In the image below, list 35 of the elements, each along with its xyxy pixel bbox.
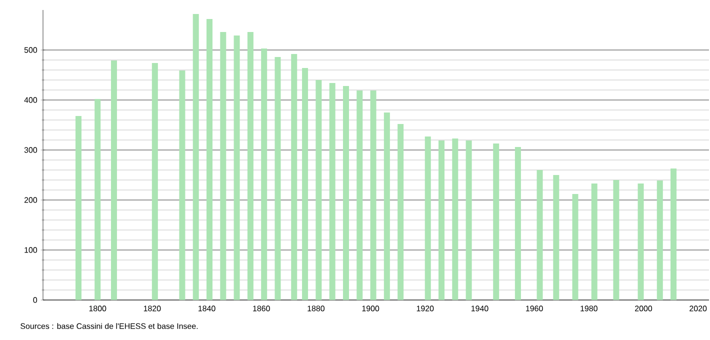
bar <box>438 140 445 300</box>
bar <box>466 140 472 300</box>
bar <box>638 184 644 300</box>
bar <box>342 86 349 300</box>
bar <box>572 194 578 300</box>
bar <box>591 184 598 300</box>
bar <box>110 60 117 300</box>
bar <box>152 63 158 300</box>
bar <box>370 90 376 300</box>
bar <box>424 136 431 300</box>
bar <box>316 80 322 300</box>
bar <box>329 83 336 300</box>
bar <box>536 170 543 300</box>
bar <box>553 175 560 300</box>
bar <box>291 54 298 300</box>
bar <box>220 32 226 300</box>
bar <box>398 124 404 300</box>
bar <box>234 36 240 300</box>
bar <box>192 14 199 300</box>
bar <box>493 144 500 300</box>
bar <box>179 70 186 300</box>
bar <box>356 90 363 300</box>
bar <box>247 32 254 300</box>
bar <box>670 168 677 300</box>
bar <box>261 48 268 300</box>
bar <box>514 147 521 300</box>
bar <box>274 57 281 300</box>
bar <box>94 99 101 300</box>
bar <box>613 180 620 300</box>
bar <box>656 180 663 300</box>
bar <box>452 138 458 300</box>
bar <box>206 19 213 300</box>
bar <box>302 68 308 300</box>
bar <box>75 116 82 300</box>
bar <box>384 112 390 300</box>
